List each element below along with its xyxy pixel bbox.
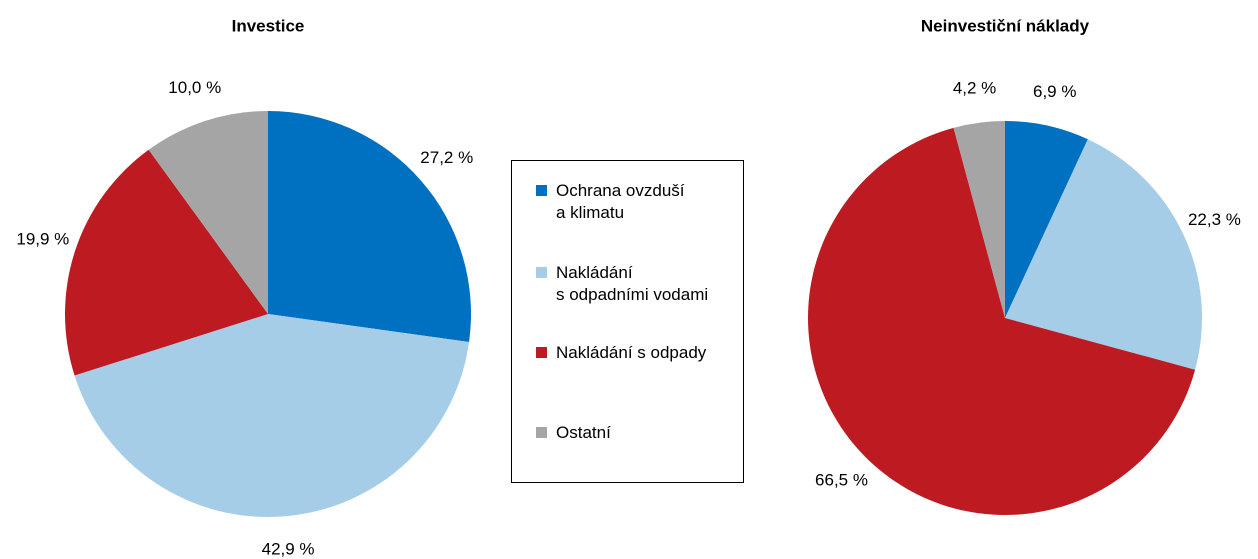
pie-slice [64,149,268,376]
legend-swatch [536,427,547,438]
legend-swatch [536,347,547,358]
legend-swatch [536,267,547,278]
pie-slice [74,314,470,517]
pie-slice [1005,139,1202,370]
legend-label: Nakládání s odpadními vodami [556,263,709,304]
pie-slice [268,111,471,342]
legend: Ochrana ovzduší a klimatu Nakládání s odp… [511,160,744,483]
legend-label: Ostatní [556,423,611,442]
data-label: 42,9 % [262,540,315,559]
legend-label: Ochrana ovzduší a klimatu [556,181,685,222]
pie-slice [1005,121,1088,318]
data-label: 27,2 % [420,148,473,167]
data-label: 10,0 % [168,78,221,97]
pie-slice [807,127,1196,515]
data-label: 66,5 % [815,471,868,490]
data-label: 22,3 % [1188,210,1241,229]
pie-slice [953,121,1005,318]
chart-title: Neinvestiční náklady [921,16,1090,35]
chart-title: Investice [232,16,305,35]
data-label: 6,9 % [1033,82,1076,101]
legend-swatch [536,185,547,196]
pie-slice [148,111,268,314]
data-label: 4,2 % [953,78,996,97]
legend-label: Nakládání s odpady [556,343,707,362]
data-label: 19,9 % [16,230,69,249]
